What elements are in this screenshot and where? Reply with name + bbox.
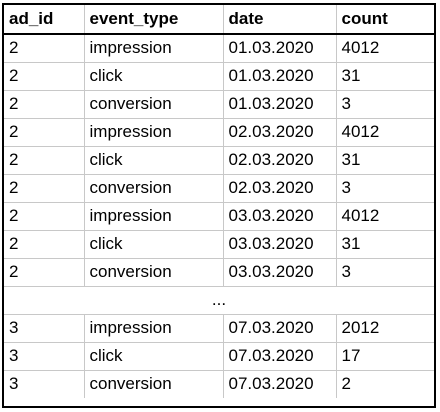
cell-date: 03.03.2020 (223, 202, 337, 231)
cell-event-type: conversion (84, 370, 224, 398)
cell-ad-id: 3 (4, 370, 85, 398)
ellipsis: ... (4, 286, 434, 315)
cell-ad-id: 3 (4, 342, 85, 371)
cell-event-type: click (84, 230, 224, 259)
cell-date: 07.03.2020 (223, 314, 337, 343)
table-row: 2 click 03.03.2020 31 (4, 230, 434, 259)
cell-date: 03.03.2020 (223, 230, 337, 259)
cell-date: 02.03.2020 (223, 174, 337, 203)
cell-event-type: conversion (84, 258, 224, 287)
cell-ad-id: 2 (4, 118, 85, 147)
table-row: 3 click 07.03.2020 17 (4, 342, 434, 371)
cell-count: 3 (336, 90, 434, 119)
cell-ad-id: 2 (4, 230, 85, 259)
header-date: date (223, 5, 337, 35)
cell-event-type: click (84, 342, 224, 371)
cell-count: 31 (336, 62, 434, 91)
table-row: 2 conversion 02.03.2020 3 (4, 174, 434, 203)
table-row: 2 impression 03.03.2020 4012 (4, 202, 434, 231)
cell-count: 2012 (336, 314, 434, 343)
table-row: 2 conversion 03.03.2020 3 (4, 258, 434, 287)
header-row: ad_id event_type date count (4, 5, 434, 35)
cell-date: 01.03.2020 (223, 62, 337, 91)
table-row: 2 conversion 01.03.2020 3 (4, 90, 434, 119)
cell-ad-id: 2 (4, 90, 85, 119)
cell-count: 17 (336, 342, 434, 371)
cell-date: 03.03.2020 (223, 258, 337, 287)
header-ad-id: ad_id (4, 5, 85, 35)
cell-ad-id: 2 (4, 174, 85, 203)
cell-event-type: impression (84, 118, 224, 147)
cell-count: 31 (336, 230, 434, 259)
cell-event-type: impression (84, 314, 224, 343)
cell-count: 31 (336, 146, 434, 175)
cell-ad-id: 2 (4, 146, 85, 175)
table-row: 3 conversion 07.03.2020 2 (4, 370, 434, 398)
table-row: 2 click 01.03.2020 31 (4, 62, 434, 91)
table-row: 2 impression 01.03.2020 4012 (4, 34, 434, 63)
cell-ad-id: 2 (4, 258, 85, 287)
cell-count: 3 (336, 174, 434, 203)
ellipsis-row: ... (4, 286, 434, 315)
cell-date: 01.03.2020 (223, 90, 337, 119)
cell-event-type: impression (84, 34, 224, 63)
cell-count: 3 (336, 258, 434, 287)
cell-count: 4012 (336, 34, 434, 63)
cell-event-type: conversion (84, 90, 224, 119)
header-event-type: event_type (84, 5, 224, 35)
cell-event-type: click (84, 146, 224, 175)
cell-count: 4012 (336, 202, 434, 231)
cell-event-type: impression (84, 202, 224, 231)
data-table: ad_id event_type date count 2 impression 0… (4, 5, 434, 398)
header-count: count (336, 5, 434, 35)
cell-date: 01.03.2020 (223, 34, 337, 63)
data-table-frame: ad_id event_type date count 2 impression 0… (2, 3, 436, 408)
table-row: 3 impression 07.03.2020 2012 (4, 314, 434, 343)
cell-date: 02.03.2020 (223, 118, 337, 147)
cell-ad-id: 2 (4, 62, 85, 91)
table-row: 2 impression 02.03.2020 4012 (4, 118, 434, 147)
cell-ad-id: 2 (4, 34, 85, 63)
cell-event-type: conversion (84, 174, 224, 203)
cell-ad-id: 3 (4, 314, 85, 343)
cell-date: 07.03.2020 (223, 370, 337, 398)
cell-event-type: click (84, 62, 224, 91)
cell-count: 2 (341, 374, 351, 394)
cell-ad-id: 2 (4, 202, 85, 231)
table-row: 2 click 02.03.2020 31 (4, 146, 434, 175)
cell-count: 4012 (336, 118, 434, 147)
cell-date: 02.03.2020 (223, 146, 337, 175)
cell-date: 07.03.2020 (223, 342, 337, 371)
